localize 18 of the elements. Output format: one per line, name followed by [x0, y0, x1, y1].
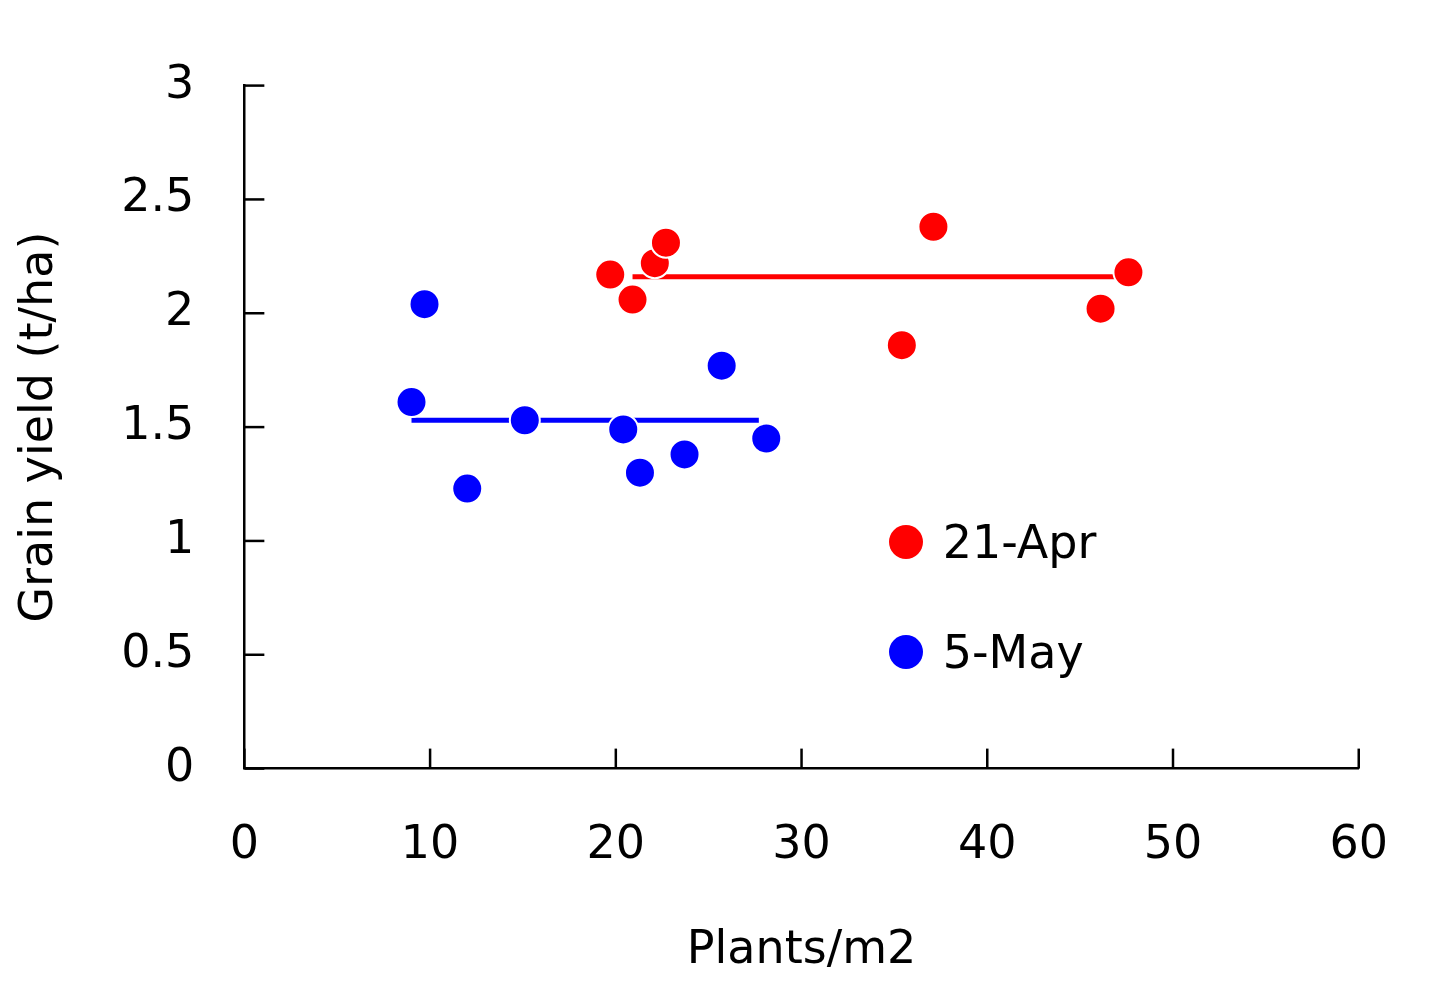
y-tick-label: 1	[165, 509, 195, 564]
y-tick-label: 0.5	[121, 623, 195, 678]
y-tick-label: 3	[165, 54, 195, 109]
x-tick-label: 20	[586, 815, 646, 870]
legend-label: 21-Apr	[942, 515, 1097, 570]
x-tick-label: 30	[772, 815, 831, 870]
y-tick-label: 1.5	[121, 396, 195, 451]
x-tick-label: 0	[229, 815, 259, 870]
x-tick-label: 60	[1329, 815, 1389, 870]
y-tick-label: 0	[165, 737, 195, 792]
y-tick-label: 2	[165, 282, 195, 337]
x-tick-label: 10	[400, 815, 460, 870]
legend-label: 5-May	[942, 625, 1084, 680]
x-tick-label: 40	[958, 815, 1017, 870]
x-tick-label: 50	[1143, 815, 1203, 870]
x-axis-title: Plants/m2	[686, 920, 917, 975]
y-tick-label: 2.5	[121, 168, 195, 223]
y-axis-title: Grain yield (t/ha)	[8, 231, 63, 623]
